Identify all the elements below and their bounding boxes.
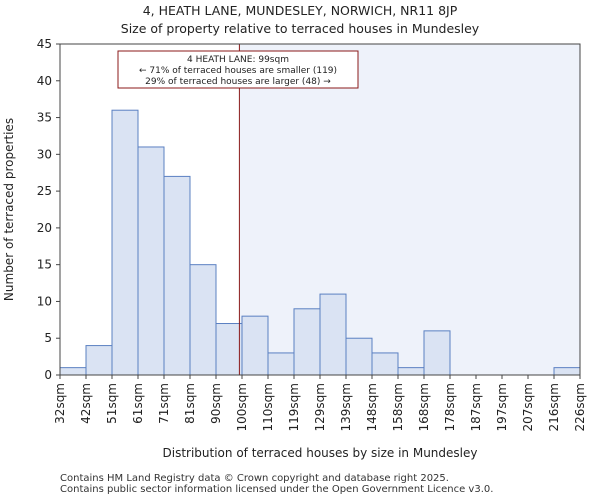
x-tick-label-61sqm: 61sqm: [131, 383, 145, 424]
histogram-chart: 4 HEATH LANE: 99sqm ← 71% of terraced ho…: [2, 37, 587, 460]
bar-158sqm: [397, 367, 425, 376]
y-tick-label-30: 30: [37, 147, 52, 161]
bar-119sqm: [293, 308, 321, 376]
annotation-box: [117, 50, 359, 89]
x-tick-label-187sqm: 187sqm: [469, 383, 483, 431]
x-tick-label-100sqm: 100sqm: [235, 383, 249, 431]
y-axis-label: Number of terraced properties: [2, 118, 16, 301]
x-tick-label-148sqm: 148sqm: [365, 383, 379, 431]
y-tick-label-40: 40: [37, 74, 52, 88]
x-tick-label-71sqm: 71sqm: [157, 383, 171, 424]
bar-81sqm: [189, 264, 217, 376]
x-tick-label-90sqm: 90sqm: [209, 383, 223, 424]
footer-licence: Contains public sector information licen…: [60, 484, 494, 495]
x-tick-label-226sqm: 226sqm: [573, 383, 587, 431]
x-tick-label-139sqm: 139sqm: [339, 383, 353, 431]
y-tick-label-45: 45: [37, 37, 52, 51]
bar-32sqm: [59, 367, 87, 376]
bar-110sqm: [267, 352, 295, 376]
bar-100sqm: [241, 315, 269, 376]
bar-51sqm: [111, 109, 139, 376]
x-axis-label: Distribution of terraced houses by size …: [163, 446, 478, 460]
x-tick-label-110sqm: 110sqm: [261, 383, 275, 431]
x-tick-label-51sqm: 51sqm: [105, 383, 119, 424]
x-tick-label-42sqm: 42sqm: [79, 383, 93, 424]
chart-subtitle: Size of property relative to terraced ho…: [120, 21, 480, 36]
x-tick-label-32sqm: 32sqm: [53, 383, 67, 424]
annotation-line-3: 29% of terraced houses are larger (48) →: [145, 77, 331, 87]
x-tick-label-178sqm: 178sqm: [443, 383, 457, 431]
x-tick-label-168sqm: 168sqm: [417, 383, 431, 431]
y-tick-label-5: 5: [44, 331, 52, 345]
y-tick-label-10: 10: [37, 294, 52, 308]
x-tick-label-129sqm: 129sqm: [313, 383, 327, 431]
y-tick-label-20: 20: [37, 221, 52, 235]
x-tick-label-216sqm: 216sqm: [547, 383, 561, 431]
annotation-line-1: 4 HEATH LANE: 99sqm: [187, 55, 289, 65]
larger-region-highlight: [239, 44, 580, 375]
annotation-line-2: ← 71% of terraced houses are smaller (11…: [139, 66, 337, 76]
x-tick-label-158sqm: 158sqm: [391, 383, 405, 431]
x-tick-label-207sqm: 207sqm: [521, 383, 535, 431]
bar-168sqm: [423, 330, 451, 376]
footer-copyright: Contains HM Land Registry data © Crown c…: [60, 473, 449, 484]
bar-139sqm: [345, 337, 373, 376]
x-tick-label-119sqm: 119sqm: [287, 383, 301, 431]
bar-129sqm: [319, 293, 347, 376]
x-tick-label-197sqm: 197sqm: [495, 383, 509, 431]
bar-71sqm: [163, 175, 191, 376]
bar-90sqm: [215, 323, 243, 376]
bar-216sqm: [553, 367, 581, 376]
bar-61sqm: [137, 146, 165, 376]
x-tick-label-81sqm: 81sqm: [183, 383, 197, 424]
y-tick-label-15: 15: [37, 258, 52, 272]
y-tick-label-25: 25: [37, 184, 52, 198]
chart-title: 4, HEATH LANE, MUNDESLEY, NORWICH, NR11 …: [142, 3, 458, 18]
y-tick-label-35: 35: [37, 111, 52, 125]
bar-148sqm: [371, 352, 399, 376]
bar-42sqm: [85, 345, 113, 376]
y-tick-label-0: 0: [44, 368, 52, 382]
